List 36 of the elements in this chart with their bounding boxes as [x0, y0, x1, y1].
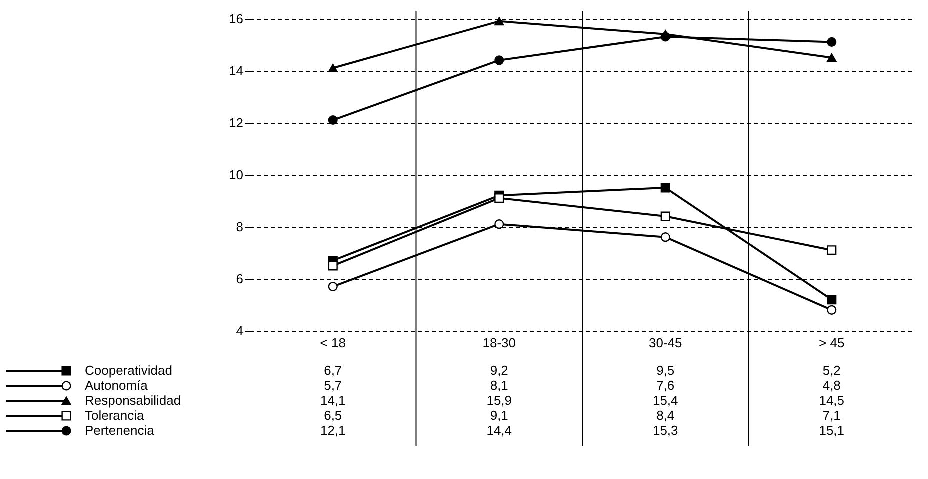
x-tick-label: > 45 [819, 336, 845, 350]
data-label: 8,4 [656, 408, 675, 423]
data-label: 5,2 [822, 363, 841, 378]
legend-label: Pertenencia [85, 423, 156, 438]
data-label: 15,1 [819, 423, 845, 438]
legend-label: Tolerancia [85, 408, 146, 423]
legend-label: Autonomía [85, 378, 149, 393]
data-label: 8,1 [490, 378, 508, 393]
data-label: 7,1 [822, 408, 841, 423]
y-tick-label: 6 [236, 271, 244, 286]
data-label: 14,4 [486, 423, 512, 438]
legend-label: Responsabilidad [85, 393, 182, 408]
y-tick-label: 14 [229, 63, 244, 78]
data-label: 6,7 [324, 363, 342, 378]
data-label: 6,5 [324, 408, 342, 423]
data-label: 5,7 [324, 378, 342, 393]
data-label: 15,9 [486, 393, 512, 408]
legend-label: Cooperatividad [85, 363, 172, 378]
data-label: 14,1 [320, 393, 346, 408]
data-label: 14,5 [819, 393, 845, 408]
x-tick-label: 30-45 [649, 336, 682, 350]
data-label: 9,2 [490, 363, 508, 378]
y-tick-label: 16 [229, 11, 244, 26]
data-label: 7,6 [656, 378, 675, 393]
data-label: 4,8 [822, 378, 841, 393]
x-tick-label: 18-30 [482, 336, 516, 350]
y-tick-label: 4 [236, 324, 244, 338]
y-tick-label: 10 [229, 167, 244, 182]
data-label: 15,3 [652, 423, 678, 438]
y-tick-label: 8 [236, 219, 244, 234]
data-label: 15,4 [652, 393, 678, 408]
data-label: 9,5 [656, 363, 675, 378]
data-label: 9,1 [490, 408, 508, 423]
y-tick-label: 12 [229, 115, 244, 130]
x-tick-label: < 18 [320, 336, 346, 350]
data-label: 12,1 [320, 423, 346, 438]
